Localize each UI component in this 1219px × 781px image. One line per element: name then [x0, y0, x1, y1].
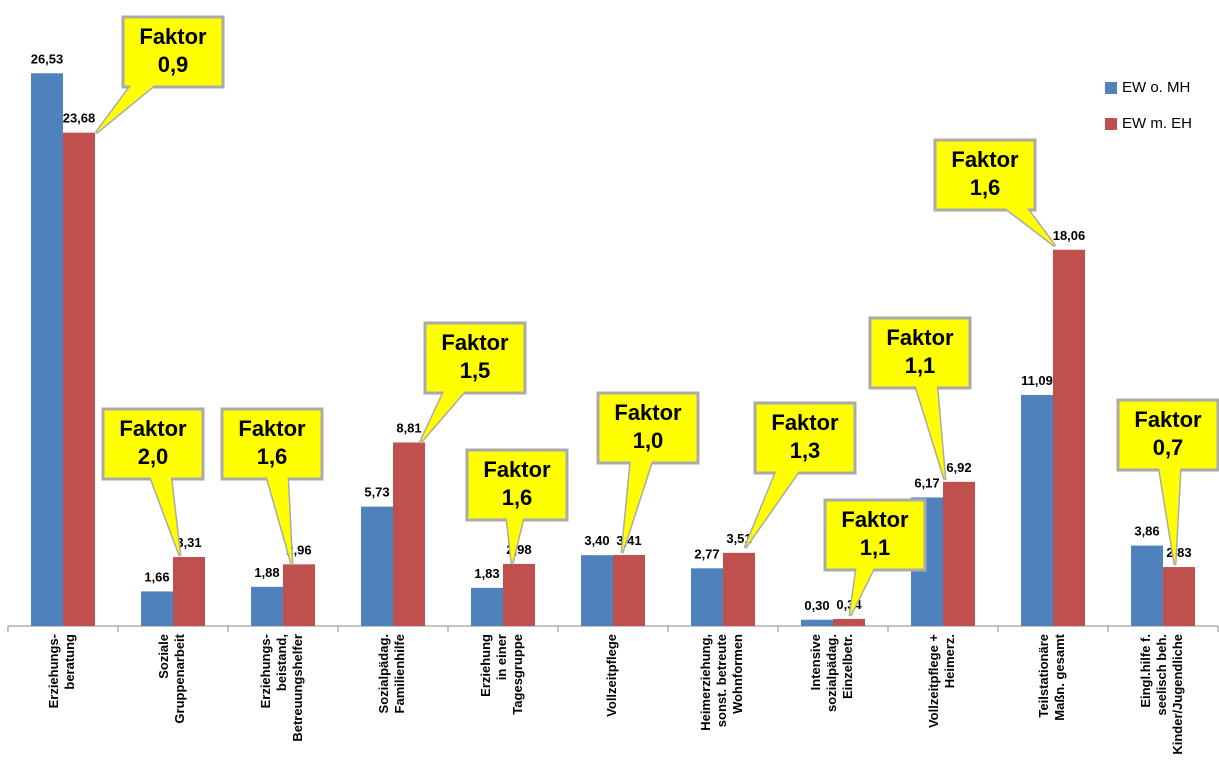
bar — [613, 554, 645, 626]
x-tick-label: Erziehungin einerTagesgruppe — [478, 634, 525, 715]
value-label: 18,06 — [1053, 228, 1086, 243]
category-label: Erziehungs-beratung — [46, 634, 77, 708]
category-label: Heimerziehung,sonst. betreuteWohnformen — [698, 634, 745, 731]
bar — [1163, 567, 1195, 626]
bar — [251, 586, 283, 626]
bar — [471, 587, 503, 626]
value-label: 5,73 — [364, 485, 389, 500]
bar — [173, 557, 205, 626]
value-label: 3,86 — [1134, 524, 1159, 539]
callout-pointer-fill — [906, 350, 945, 480]
callout-pointer-fill — [1154, 434, 1182, 565]
annotation: Faktor 2,0 — [119, 416, 187, 469]
bar — [1021, 394, 1053, 626]
category-label: Erziehungin einerTagesgruppe — [478, 634, 525, 715]
x-tick-label: TeilstationäreMaßn. gesamt — [1036, 633, 1067, 720]
x-tick-label: Heimerziehung,sonst. betreuteWohnformen — [698, 634, 745, 731]
value-label: 3,40 — [584, 533, 609, 548]
annotation: Faktor 1,3 — [771, 410, 839, 463]
category-label: Erziehungs-beistand,Betreuungshelfer — [258, 634, 305, 742]
value-label: 0,30 — [804, 598, 829, 613]
category-label: Eingl.hilfe f.seelisch beh.Kinder/Jugend… — [1138, 634, 1185, 755]
category-label: Intensivesozialpädag.Einzelbetr. — [808, 634, 855, 712]
annotation: Faktor 1,6 — [238, 416, 306, 469]
annotation: Faktor 0,7 — [1134, 407, 1202, 460]
value-label: 6,92 — [946, 460, 971, 475]
callout-pointer-fill — [258, 441, 292, 565]
annotation: Faktor 0,9 — [139, 24, 207, 77]
value-label: 2,83 — [1166, 545, 1191, 560]
annotation: Faktor 1,1 — [886, 325, 954, 378]
legend-swatch — [1105, 118, 1117, 130]
callout-pointer-fill — [503, 484, 531, 564]
x-tick-label: Eingl.hilfe f.seelisch beh.Kinder/Jugend… — [1138, 634, 1185, 755]
bar — [503, 563, 535, 626]
legend-swatch — [1105, 82, 1117, 94]
category-label: SozialeGruppenarbeit — [156, 633, 187, 723]
value-label: 11,09 — [1021, 373, 1053, 388]
value-label: 3,31 — [176, 535, 201, 550]
value-label: 1,83 — [474, 566, 499, 581]
category-label: Vollzeitpflege — [604, 634, 619, 717]
callout-pointer-fill — [745, 431, 818, 548]
annotation: Faktor 1,6 — [951, 147, 1019, 200]
bar — [63, 132, 95, 626]
annotation: Faktor 1,6 — [483, 457, 551, 510]
bar — [723, 552, 755, 626]
legend-label: EW o. MH — [1122, 79, 1190, 96]
callout-pointer-fill — [622, 425, 662, 553]
category-label: Vollzeitpflege +Heimerz. — [926, 634, 957, 728]
bar — [361, 506, 393, 626]
bar — [283, 564, 315, 626]
legend-label: EW m. EH — [1122, 115, 1192, 132]
x-tick-label: Sozialpädag.Familienhilfe — [376, 634, 407, 713]
bar — [141, 591, 173, 626]
bar — [833, 618, 865, 626]
x-tick-label: Erziehungs-beistand,Betreuungshelfer — [258, 634, 305, 742]
bar — [943, 481, 975, 626]
callout-pointer-fill — [96, 42, 184, 133]
callout-pointer-fill — [420, 350, 487, 443]
bar — [31, 73, 63, 626]
bar — [1131, 545, 1163, 626]
callout-pointer-fill — [975, 165, 1055, 246]
x-tick-label: Intensivesozialpädag.Einzelbetr. — [808, 634, 855, 712]
x-tick-label: Vollzeitpflege +Heimerz. — [926, 634, 957, 728]
x-tick-label: SozialeGruppenarbeit — [156, 633, 187, 723]
value-label: 1,66 — [144, 569, 169, 584]
bar — [1053, 249, 1085, 626]
value-label: 1,88 — [254, 565, 279, 580]
bar — [393, 442, 425, 626]
bar — [801, 619, 833, 626]
bar — [581, 555, 613, 626]
callout-pointer-fill — [139, 440, 180, 556]
category-label: Sozialpädag.Familienhilfe — [376, 634, 407, 713]
callout-pointer-fill — [850, 530, 889, 616]
x-tick-label: Vollzeitpflege — [604, 634, 619, 717]
category-label: TeilstationäreMaßn. gesamt — [1036, 633, 1067, 720]
bar — [691, 568, 723, 626]
value-label: 26,53 — [31, 51, 64, 66]
annotation: Faktor 1,5 — [441, 330, 509, 383]
value-label: 23,68 — [63, 111, 96, 126]
value-label: 3,51 — [726, 531, 751, 546]
x-tick-label: Erziehungs-beratung — [46, 634, 77, 708]
value-label: 8,81 — [396, 420, 421, 435]
value-label: 2,77 — [694, 546, 719, 561]
annotation: Faktor 1,1 — [841, 507, 909, 560]
annotation: Faktor 1,0 — [614, 400, 682, 453]
value-label: 6,17 — [914, 475, 939, 490]
